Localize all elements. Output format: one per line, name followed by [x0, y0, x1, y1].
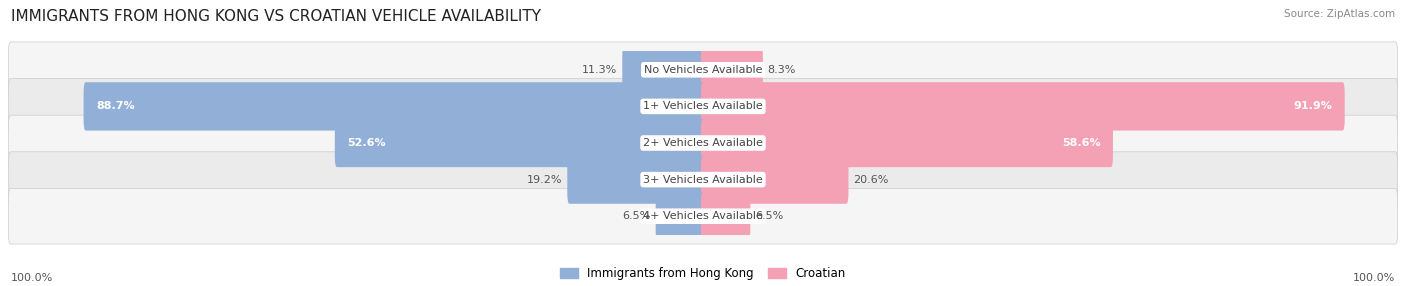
- FancyBboxPatch shape: [8, 152, 1398, 207]
- Text: 4+ Vehicles Available: 4+ Vehicles Available: [643, 211, 763, 221]
- FancyBboxPatch shape: [83, 82, 704, 130]
- FancyBboxPatch shape: [702, 156, 848, 204]
- FancyBboxPatch shape: [655, 192, 704, 240]
- Text: 100.0%: 100.0%: [1353, 273, 1395, 283]
- Text: 6.5%: 6.5%: [623, 211, 651, 221]
- Text: 6.5%: 6.5%: [755, 211, 783, 221]
- Text: 52.6%: 52.6%: [347, 138, 387, 148]
- Text: 88.7%: 88.7%: [96, 102, 135, 111]
- FancyBboxPatch shape: [335, 119, 704, 167]
- Text: 58.6%: 58.6%: [1062, 138, 1101, 148]
- Text: 3+ Vehicles Available: 3+ Vehicles Available: [643, 175, 763, 184]
- FancyBboxPatch shape: [8, 115, 1398, 171]
- Text: 20.6%: 20.6%: [853, 175, 889, 184]
- Text: 8.3%: 8.3%: [768, 65, 796, 75]
- Text: IMMIGRANTS FROM HONG KONG VS CROATIAN VEHICLE AVAILABILITY: IMMIGRANTS FROM HONG KONG VS CROATIAN VE…: [11, 9, 541, 23]
- FancyBboxPatch shape: [702, 119, 1114, 167]
- FancyBboxPatch shape: [702, 46, 763, 94]
- Text: 91.9%: 91.9%: [1294, 102, 1331, 111]
- Text: Source: ZipAtlas.com: Source: ZipAtlas.com: [1284, 9, 1395, 19]
- FancyBboxPatch shape: [567, 156, 704, 204]
- Text: 100.0%: 100.0%: [11, 273, 53, 283]
- Text: 1+ Vehicles Available: 1+ Vehicles Available: [643, 102, 763, 111]
- Text: 2+ Vehicles Available: 2+ Vehicles Available: [643, 138, 763, 148]
- Legend: Immigrants from Hong Kong, Croatian: Immigrants from Hong Kong, Croatian: [561, 267, 845, 280]
- FancyBboxPatch shape: [8, 79, 1398, 134]
- Text: 11.3%: 11.3%: [582, 65, 617, 75]
- Text: 19.2%: 19.2%: [527, 175, 562, 184]
- FancyBboxPatch shape: [702, 192, 751, 240]
- FancyBboxPatch shape: [702, 82, 1344, 130]
- FancyBboxPatch shape: [8, 188, 1398, 244]
- Text: No Vehicles Available: No Vehicles Available: [644, 65, 762, 75]
- FancyBboxPatch shape: [623, 46, 704, 94]
- FancyBboxPatch shape: [8, 42, 1398, 98]
